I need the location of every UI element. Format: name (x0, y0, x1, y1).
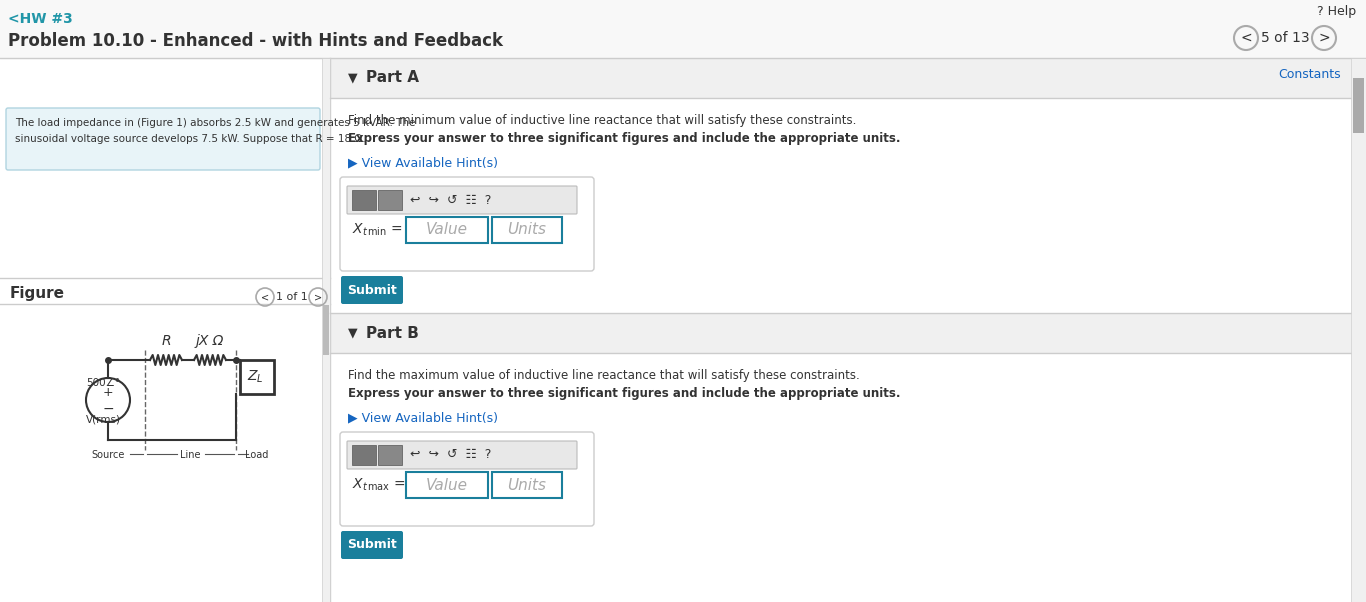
Text: −: − (102, 402, 113, 416)
FancyBboxPatch shape (342, 276, 403, 304)
Text: V(rms): V(rms) (86, 414, 120, 424)
Text: Find the minimum value of inductive line reactance that will satisfy these const: Find the minimum value of inductive line… (348, 114, 856, 127)
Bar (1351, 58, 1366, 602)
Text: Part A: Part A (366, 70, 419, 85)
Bar (331, 58, 1351, 98)
Bar (406, 217, 488, 243)
Text: Units: Units (508, 223, 546, 238)
Text: ↩  ↪  ↺  ☷  ?: ↩ ↪ ↺ ☷ ? (410, 448, 492, 462)
Text: <HW #3: <HW #3 (8, 12, 72, 26)
Text: $X_{t\,\mathrm{min}}$ =: $X_{t\,\mathrm{min}}$ = (352, 222, 403, 238)
Bar (1352, 78, 1365, 133)
Text: Units: Units (508, 477, 546, 492)
Text: Figure: Figure (10, 286, 66, 301)
Text: Express your answer to three significant figures and include the appropriate uni: Express your answer to three significant… (348, 132, 900, 145)
Bar (331, 313, 1351, 353)
Text: ▶ View Available Hint(s): ▶ View Available Hint(s) (348, 156, 499, 169)
Bar (492, 217, 561, 243)
FancyBboxPatch shape (342, 531, 403, 559)
Text: >: > (1318, 31, 1330, 45)
Text: Source: Source (92, 450, 124, 460)
Text: ▶ View Available Hint(s): ▶ View Available Hint(s) (348, 411, 499, 424)
Text: ▼: ▼ (348, 72, 358, 84)
Text: Submit: Submit (347, 539, 398, 551)
Text: Value: Value (426, 477, 469, 492)
FancyBboxPatch shape (340, 432, 594, 526)
Bar (352, 445, 376, 465)
Text: sinusoidal voltage source develops 7.5 kW. Suppose that R = 18 Ω.: sinusoidal voltage source develops 7.5 k… (15, 134, 366, 144)
Text: R: R (161, 334, 171, 348)
FancyBboxPatch shape (347, 441, 576, 469)
Text: 1 of 1: 1 of 1 (276, 292, 307, 302)
Bar (352, 190, 376, 210)
Text: Part B: Part B (366, 326, 419, 341)
FancyBboxPatch shape (347, 186, 576, 214)
Text: <: < (261, 292, 269, 302)
Text: ↩  ↪  ↺  ☷  ?: ↩ ↪ ↺ ☷ ? (410, 193, 492, 206)
Text: $X_{t\,\mathrm{max}}$ =: $X_{t\,\mathrm{max}}$ = (352, 477, 406, 493)
Bar (378, 190, 402, 210)
Text: Line: Line (180, 450, 201, 460)
Text: Load: Load (246, 450, 269, 460)
Bar (0, 0, 1366, 58)
Text: Value: Value (426, 223, 469, 238)
Text: +: + (102, 386, 113, 400)
Text: ? Help: ? Help (1317, 5, 1356, 18)
Bar (406, 472, 488, 498)
Text: Find the maximum value of inductive line reactance that will satisfy these const: Find the maximum value of inductive line… (348, 369, 859, 382)
Bar (322, 58, 331, 602)
Text: Submit: Submit (347, 284, 398, 297)
Text: <: < (1240, 31, 1251, 45)
Text: The load impedance in (Figure 1) absorbs 2.5 kW and generates 5 kVAR. The: The load impedance in (Figure 1) absorbs… (15, 118, 415, 128)
FancyBboxPatch shape (5, 108, 320, 170)
Text: Express your answer to three significant figures and include the appropriate uni: Express your answer to three significant… (348, 387, 900, 400)
Text: jX Ω: jX Ω (195, 334, 224, 348)
Bar (378, 445, 402, 465)
Text: Problem 10.10 - Enhanced - with Hints and Feedback: Problem 10.10 - Enhanced - with Hints an… (8, 32, 503, 50)
Bar (492, 472, 561, 498)
Bar (240, 360, 275, 394)
Bar (322, 305, 329, 355)
Text: 500∠°: 500∠° (86, 378, 120, 388)
Text: >: > (314, 292, 322, 302)
Text: 5 of 13: 5 of 13 (1261, 31, 1310, 45)
Text: ▼: ▼ (348, 326, 358, 340)
FancyBboxPatch shape (340, 177, 594, 271)
Text: Constants: Constants (1279, 68, 1341, 81)
Text: $Z_L$: $Z_L$ (247, 369, 264, 385)
